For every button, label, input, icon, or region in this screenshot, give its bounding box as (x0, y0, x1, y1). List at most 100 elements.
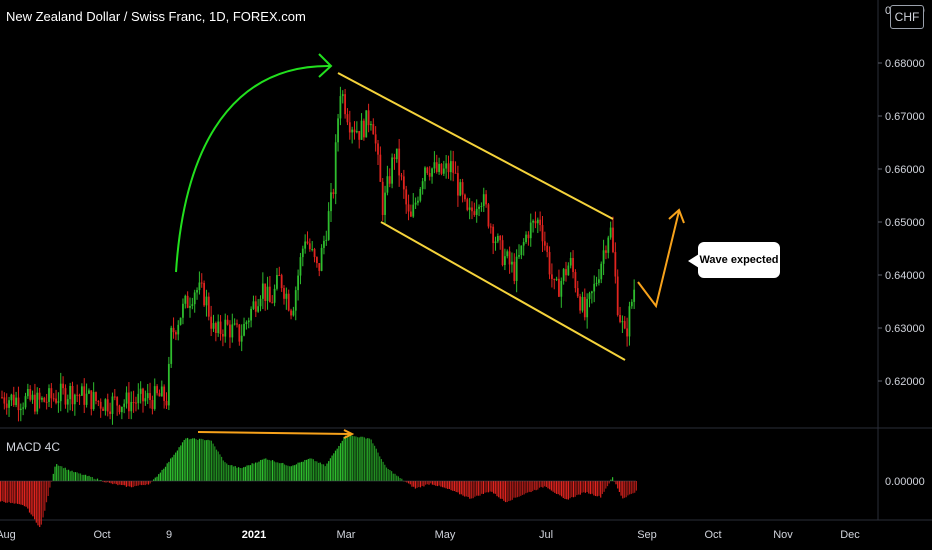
macd-bar (183, 439, 185, 481)
candle-body (433, 162, 436, 169)
candle-body (1, 397, 3, 399)
candle-body (292, 310, 295, 316)
macd-bar (464, 481, 466, 497)
macd-bar (244, 466, 246, 481)
macd-bar (367, 438, 369, 481)
macd-bar (273, 461, 275, 481)
macd-bar (52, 473, 54, 481)
macd-bar (261, 459, 263, 481)
candle-body (630, 301, 633, 307)
candle-body (299, 257, 302, 276)
macd-bar (520, 481, 522, 496)
candle-body (391, 157, 393, 184)
macd-bar (149, 481, 151, 484)
macd-bar (154, 477, 156, 481)
candle-body (38, 392, 41, 400)
macd-bar (491, 481, 493, 492)
macd-indicator-label[interactable]: MACD 4C (6, 440, 61, 454)
macd-bar (74, 472, 76, 481)
time-tick-label: 2021 (242, 529, 266, 541)
candle-body (496, 235, 499, 242)
candle-body (177, 324, 180, 335)
candle-body (257, 306, 260, 312)
currency-badge[interactable]: CHF (890, 5, 924, 29)
macd-bar (300, 461, 303, 481)
candle-body (113, 396, 116, 398)
macd-bar (589, 481, 592, 495)
candle-body (3, 397, 6, 404)
macd-bar (83, 474, 85, 481)
macd-bar (312, 459, 314, 481)
macd-bar (73, 472, 75, 481)
macd-bar (435, 481, 437, 486)
candle-body (480, 205, 483, 207)
candle-body (499, 235, 502, 241)
candle-body (318, 263, 321, 271)
candle-body (358, 131, 361, 140)
macd-bar (40, 481, 42, 525)
macd-bar (612, 477, 614, 481)
candle-body (407, 204, 410, 212)
macd-bar (217, 451, 219, 481)
macd-bar (227, 464, 229, 481)
macd-bar (533, 481, 535, 490)
price-tick-label: 0.62000 (885, 376, 925, 388)
candle-body (534, 220, 537, 224)
candle-body (10, 394, 13, 401)
macd-bar (239, 468, 241, 481)
candle-body (233, 323, 236, 325)
candle-body (363, 120, 365, 138)
macd-bar (375, 448, 377, 481)
candlestick-series (1, 86, 636, 425)
macd-bar (482, 481, 484, 494)
macd-bar (396, 475, 398, 481)
macd-bar (146, 481, 148, 485)
macd-bar (102, 481, 104, 482)
macd-bar (521, 481, 524, 495)
candle-body (464, 194, 466, 200)
candle-body (120, 406, 123, 413)
macd-bar (171, 457, 173, 481)
candle-body (344, 94, 346, 115)
candle-body (551, 274, 553, 279)
macd-bar (433, 481, 435, 486)
macd-bar (125, 481, 127, 487)
macd-bar (100, 479, 102, 481)
macd-bar (608, 481, 610, 484)
macd-bar (581, 481, 583, 493)
macd-bar (76, 472, 78, 481)
macd-bar (387, 469, 389, 481)
macd-bar (170, 458, 172, 481)
macd-bar (408, 481, 410, 484)
candle-body (271, 302, 274, 304)
macd-bar (306, 459, 308, 481)
macd-bar (428, 481, 430, 485)
candle-body (214, 323, 217, 334)
macd-bar (136, 481, 138, 486)
macd-bar (625, 481, 627, 498)
candle-body (64, 388, 67, 405)
macd-bar (481, 481, 483, 494)
macd-bar (634, 481, 636, 493)
macd-bar (493, 481, 495, 494)
candle-body (41, 397, 43, 400)
candle-body (278, 275, 281, 277)
candle-body (562, 269, 565, 281)
candle-body (607, 237, 610, 253)
candle-body (45, 401, 48, 403)
macd-bar (618, 481, 620, 493)
macd-bar (122, 481, 124, 486)
macd-bar (161, 469, 163, 481)
candle-body (506, 251, 509, 257)
candle-body (405, 189, 408, 205)
macd-bar (431, 481, 433, 485)
macd-bar (504, 481, 507, 503)
macd-bar (329, 458, 331, 481)
macd-bar (290, 466, 292, 481)
macd-bar (476, 481, 478, 496)
macd-bar (181, 442, 184, 481)
price-pane[interactable] (0, 0, 878, 428)
candle-body (583, 296, 586, 318)
macd-bar (523, 481, 525, 495)
